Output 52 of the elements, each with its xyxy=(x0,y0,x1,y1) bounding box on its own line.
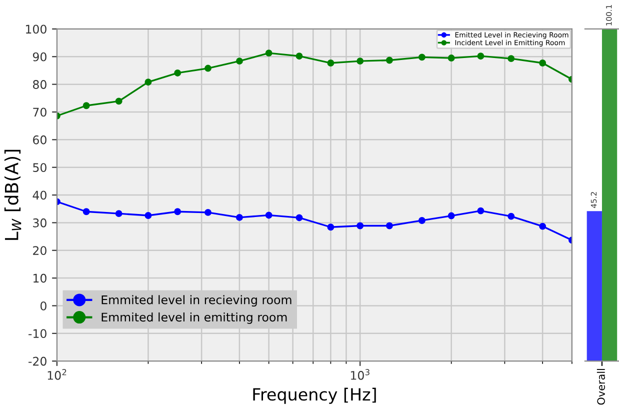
x-tick-label: 10$^{2}$ xyxy=(48,369,66,380)
x-axis-title: Frequency [Hz] xyxy=(253,388,376,404)
y-tick-label: 40 xyxy=(32,190,46,200)
point xyxy=(174,70,182,76)
annotation: Emmited level in recieving room xyxy=(102,295,292,307)
y-tick-label: 10 xyxy=(34,274,46,283)
y-tick-label: 50 xyxy=(33,163,46,172)
x-tick-label: 10$^{3}$ xyxy=(350,369,370,380)
point xyxy=(356,58,364,65)
point xyxy=(115,210,122,218)
point xyxy=(265,50,272,57)
point xyxy=(82,208,90,216)
y-tick-label: -20 xyxy=(28,356,46,366)
point xyxy=(539,60,546,66)
point xyxy=(356,222,364,230)
point xyxy=(144,78,152,86)
y-tick-label: 60 xyxy=(33,135,46,144)
point xyxy=(477,52,484,60)
point xyxy=(236,58,243,65)
y-tick-label: 30 xyxy=(33,218,46,228)
annotation: Emmited level in emitting room xyxy=(102,312,287,324)
point xyxy=(204,64,212,72)
x-tick-label: Overall xyxy=(596,369,605,405)
y-tick-label: 0 xyxy=(40,301,46,310)
point xyxy=(327,224,334,231)
point xyxy=(174,208,182,216)
point xyxy=(144,212,152,219)
y-tick-label: 80 xyxy=(33,80,46,89)
point xyxy=(477,207,484,214)
point xyxy=(448,54,455,62)
point xyxy=(204,208,212,216)
point xyxy=(82,102,90,110)
point xyxy=(386,56,393,64)
y-tick-label: 100 xyxy=(26,24,46,34)
y-tick-label: 90 xyxy=(32,52,46,62)
point xyxy=(418,54,426,61)
point xyxy=(296,52,303,60)
y-tick-label: 20 xyxy=(33,246,46,256)
point xyxy=(418,217,426,224)
point xyxy=(296,214,303,222)
point xyxy=(386,222,393,230)
point xyxy=(508,212,515,220)
y-tick-label: -10 xyxy=(28,329,46,338)
point xyxy=(265,212,272,219)
point xyxy=(508,55,515,62)
point xyxy=(539,222,546,230)
y-tick-label: 70 xyxy=(33,108,46,117)
point xyxy=(115,98,122,105)
point xyxy=(327,60,334,66)
point xyxy=(236,214,243,221)
point xyxy=(448,212,455,220)
y-axis-title: L$_{W}$ [dB(A)] xyxy=(4,150,22,240)
